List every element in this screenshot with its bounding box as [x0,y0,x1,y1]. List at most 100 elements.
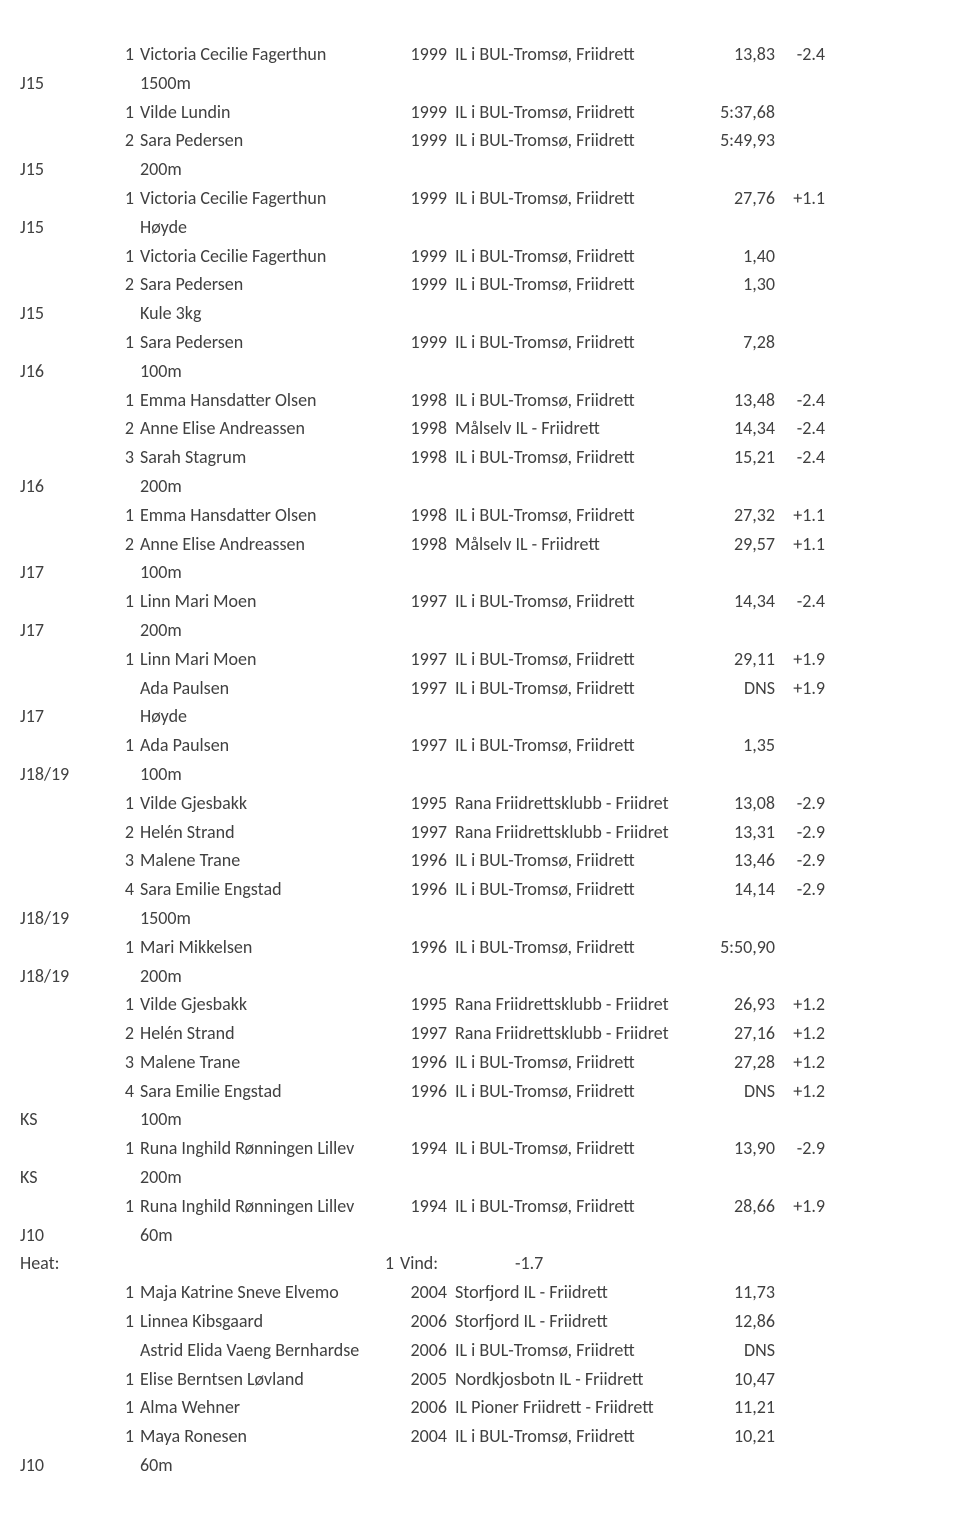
result: 13,46 [715,846,775,875]
category: J18/19 [20,904,110,933]
birth-year: 1997 [400,674,455,703]
result-row: 1Ada Paulsen1997IL i BUL-Tromsø, Friidre… [20,731,940,760]
wind: -2.9 [775,818,825,847]
club: IL i BUL-Tromsø, Friidrett [455,126,715,155]
category: J17 [20,558,110,587]
event-name: 200m [140,1163,400,1192]
wind: +1.1 [775,530,825,559]
birth-year: 2004 [400,1422,455,1451]
result: 5:50,90 [715,933,775,962]
athlete-name: Astrid Elida Vaeng Bernhardse [140,1336,400,1365]
birth-year: 1999 [400,126,455,155]
place: 1 [110,1192,140,1221]
place: 4 [110,875,140,904]
category: KS [20,1163,110,1192]
club: Nordkjosbotn IL - Friidrett [455,1365,715,1394]
birth-year: 1994 [400,1134,455,1163]
athlete-name: Elise Berntsen Løvland [140,1365,400,1394]
place: 3 [110,1048,140,1077]
category: J18/19 [20,760,110,789]
result: 1,35 [715,731,775,760]
club: IL i BUL-Tromsø, Friidrett [455,328,715,357]
event-name: 60m [140,1221,400,1250]
result: 13,08 [715,789,775,818]
result: 5:49,93 [715,126,775,155]
event-header: J15Høyde [20,213,940,242]
athlete-name: Ada Paulsen [140,674,400,703]
club: IL i BUL-Tromsø, Friidrett [455,1192,715,1221]
athlete-name: Alma Wehner [140,1393,400,1422]
event-header: J1060m [20,1451,940,1480]
result: DNS [715,1336,775,1365]
category: J17 [20,616,110,645]
athlete-name: Malene Trane [140,846,400,875]
result-row: 2Sara Pedersen1999IL i BUL-Tromsø, Friid… [20,270,940,299]
club: IL i BUL-Tromsø, Friidrett [455,1336,715,1365]
athlete-name: Victoria Cecilie Fagerthun [140,40,400,69]
place: 2 [110,270,140,299]
place: 2 [110,530,140,559]
athlete-name: Helén Strand [140,818,400,847]
category: J16 [20,472,110,501]
result: 12,86 [715,1307,775,1336]
place: 2 [110,818,140,847]
event-header: J17200m [20,616,940,645]
result-row: 1Mari Mikkelsen1996IL i BUL-Tromsø, Frii… [20,933,940,962]
club: IL i BUL-Tromsø, Friidrett [455,501,715,530]
birth-year: 1994 [400,1192,455,1221]
club: IL Pioner Friidrett - Friidrett [455,1393,715,1422]
wind: -2.4 [775,587,825,616]
result-row: 1Linn Mari Moen1997IL i BUL-Tromsø, Frii… [20,645,940,674]
event-name: Høyde [140,702,400,731]
result: 13,90 [715,1134,775,1163]
place: 2 [110,1019,140,1048]
wind: -2.4 [775,40,825,69]
club: IL i BUL-Tromsø, Friidrett [455,98,715,127]
club: Storfjord IL - Friidrett [455,1307,715,1336]
heat-label: Heat: [20,1249,110,1278]
birth-year: 1997 [400,587,455,616]
result: DNS [715,674,775,703]
athlete-name: Runa Inghild Rønningen Lillev [140,1134,400,1163]
birth-year: 1995 [400,789,455,818]
result-row: 2Sara Pedersen1999IL i BUL-Tromsø, Friid… [20,126,940,155]
category: J10 [20,1451,110,1480]
result-row: 2Anne Elise Andreassen1998Målselv IL - F… [20,530,940,559]
category: J15 [20,299,110,328]
athlete-name: Linn Mari Moen [140,645,400,674]
place: 1 [110,1134,140,1163]
result-row: 1Sara Pedersen1999IL i BUL-Tromsø, Friid… [20,328,940,357]
result-row: 1Victoria Cecilie Fagerthun1999IL i BUL-… [20,242,940,271]
result-row: 1Maya Ronesen2004IL i BUL-Tromsø, Friidr… [20,1422,940,1451]
place: 2 [110,414,140,443]
athlete-name: Runa Inghild Rønningen Lillev [140,1192,400,1221]
event-header: J17Høyde [20,702,940,731]
result: 11,73 [715,1278,775,1307]
birth-year: 2005 [400,1365,455,1394]
heat-header: Heat:1Vind:-1.7 [20,1249,940,1278]
event-header: J1060m [20,1221,940,1250]
birth-year: 1996 [400,875,455,904]
place: 3 [110,846,140,875]
athlete-name: Sara Emilie Engstad [140,875,400,904]
place: 1 [110,587,140,616]
wind: +1.2 [775,1077,825,1106]
birth-year: 1999 [400,270,455,299]
club: Rana Friidrettsklubb - Friidret [455,789,715,818]
event-header: KS 200m [20,1163,940,1192]
result: 27,76 [715,184,775,213]
birth-year: 1998 [400,501,455,530]
result-row: 1Alma Wehner2006IL Pioner Friidrett - Fr… [20,1393,940,1422]
category: J18/19 [20,962,110,991]
result-row: 2Helén Strand1997Rana Friidrettsklubb - … [20,818,940,847]
place: 1 [110,184,140,213]
result-row: 1Emma Hansdatter Olsen1998IL i BUL-Troms… [20,386,940,415]
result-row: 1Runa Inghild Rønningen Lillev1994IL i B… [20,1192,940,1221]
place: 1 [110,1307,140,1336]
club: IL i BUL-Tromsø, Friidrett [455,270,715,299]
athlete-name: Sarah Stagrum [140,443,400,472]
club: IL i BUL-Tromsø, Friidrett [455,1077,715,1106]
place: 1 [110,242,140,271]
athlete-name: Emma Hansdatter Olsen [140,501,400,530]
event-name: 1500m [140,69,400,98]
